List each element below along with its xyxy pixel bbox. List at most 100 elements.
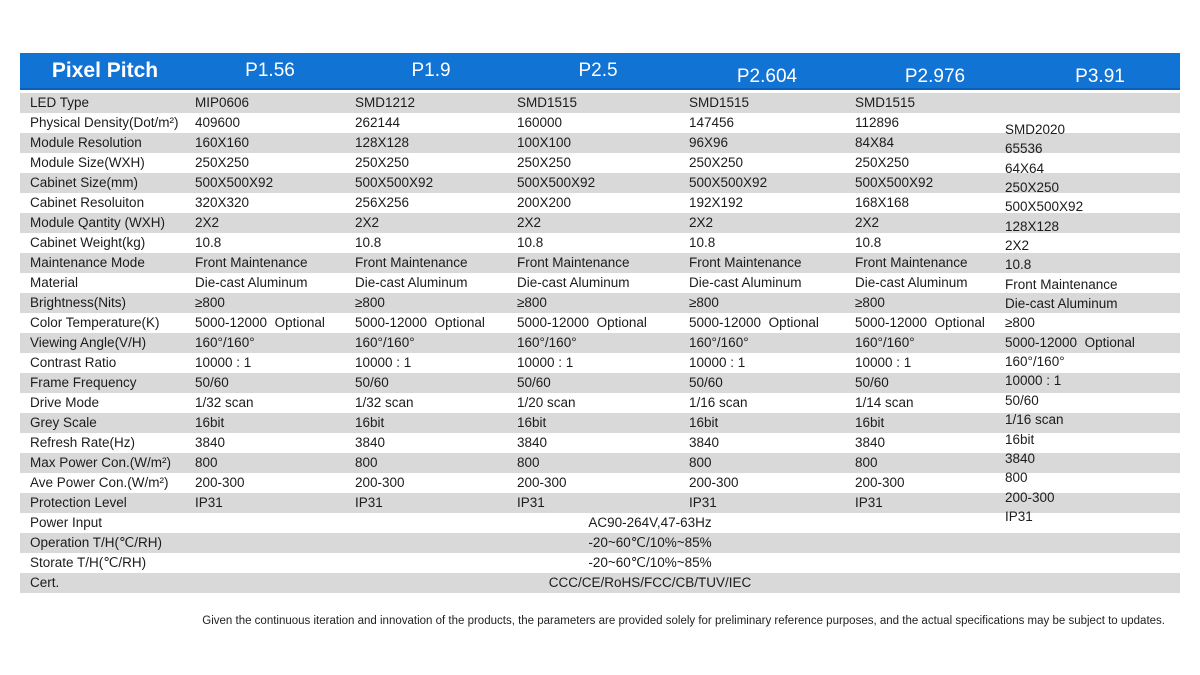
spec-cell: 16bit [355,415,385,430]
row-label: Viewing Angle(V/H) [30,335,147,350]
spec-cell: 10.8 [855,235,882,250]
spec-cell: 160000 [517,115,563,130]
row-label: Maintenance Mode [30,255,145,270]
spec-cell: ≥800 [355,295,385,310]
spec-cell: 800 [855,455,878,470]
merged-row: Cert. CCC/CE/RoHS/FCC/CB/TUV/IEC [20,573,1180,593]
spec-cell: 160°/160° [855,335,915,350]
spec-cell: 800 [517,455,540,470]
spec-cell: 147456 [689,115,735,130]
spec-cell: 3840 [855,435,886,450]
row-label: Frame Frequency [30,375,137,390]
spec-row: Color Temperature(K) 5000-12000 Optional 5… [20,313,1180,333]
column-header-p2-604: P2.604 [736,65,798,87]
row-label: Cabinet Resoluiton [30,195,145,210]
row-label: Refresh Rate(Hz) [30,435,136,450]
p391-merged-cell: SMD2020 65536 64X64 250X250 500X500X92 128X12… [1005,120,1177,526]
spec-cell: 250X250 [855,155,910,170]
spec-cell: 50/60 [195,375,229,390]
spec-cell: 200-300 [855,475,905,490]
spec-cell: 2X2 [195,215,220,230]
spec-cell: IP31 [355,495,383,510]
spec-cell: 2X2 [855,215,880,230]
spec-cell: 16bit [195,415,225,430]
spec-cell: 2X2 [355,215,380,230]
spec-cell: 10000 : 1 [689,355,746,370]
spec-cell: 10000 : 1 [855,355,912,370]
spec-cell: 112896 [855,115,900,130]
spec-cell: SMD1515 [689,95,750,110]
spec-cell: SMD1515 [855,95,916,110]
spec-table-body: LED Type MIP0606 SMD1212 SMD1515 SMD1515 SMD1… [20,93,1180,593]
spec-cell: 250X250 [355,155,410,170]
spec-cell: 168X168 [855,195,910,210]
spec-cell: 50/60 [355,375,389,390]
spec-cell: 1/14 scan [855,395,914,410]
spec-cell: SMD1515 [517,95,578,110]
p391-value: Front Maintenance [1005,276,1118,292]
p391-value: 200-300 [1005,489,1055,505]
spec-cell: Die-cast Aluminum [689,275,802,290]
p391-value: 2X2 [1005,238,1030,254]
spec-cell: ≥800 [855,295,885,310]
spec-cell: Die-cast Aluminum [355,275,468,290]
row-label: Material [30,275,79,290]
spec-cell: 16bit [517,415,547,430]
spec-cell: 500X500X92 [517,175,596,190]
spec-row: Maintenance Mode Front Maintenance Front M… [20,253,1180,273]
spec-row: Physical Density(Dot/m²) 409600 262144 1600… [20,113,1180,133]
spec-cell: Die-cast Aluminum [517,275,630,290]
p391-value: 160°/160° [1005,354,1065,370]
pixel-pitch-spec-table: Pixel Pitch P1.56 P1.9 P2.5 P2.604 P2.97… [20,53,1180,593]
spec-cell: 3840 [517,435,548,450]
spec-cell: 16bit [855,415,885,430]
spec-cell: ≥800 [517,295,547,310]
spec-row: Cabinet Resoluiton 320X320 256X256 200X200 1… [20,193,1180,213]
column-header-p3-91: P3.91 [1075,65,1125,87]
spec-row: Drive Mode 1/32 scan 1/32 scan 1/20 scan 1/1… [20,393,1180,413]
spec-cell: 160°/160° [195,335,255,350]
spec-cell: 5000-12000 Optional [517,315,647,330]
spec-cell: 200-300 [689,475,739,490]
spec-cell: 192X192 [689,195,744,210]
spec-row: Module Size(WXH) 250X250 250X250 250X250 250… [20,153,1180,173]
p391-value: ≥800 [1005,315,1035,331]
row-label: Brightness(Nits) [30,295,127,310]
header-title: Pixel Pitch [51,58,159,82]
spec-cell: Front Maintenance [355,255,468,270]
p391-value: 500X500X92 [1005,199,1084,215]
column-header-p2-976: P2.976 [904,65,966,87]
merged-value: -20~60℃/10%~85% [588,555,712,570]
row-label: Cabinet Weight(kg) [30,235,146,250]
spec-row: Viewing Angle(V/H) 160°/160° 160°/160° 160°… [20,333,1180,353]
p391-value: IP31 [1005,508,1033,524]
spec-cell: ≥800 [689,295,719,310]
spec-cell: 16bit [689,415,719,430]
spec-cell: 409600 [195,115,241,130]
spec-cell: 800 [195,455,218,470]
spec-cell: 500X500X92 [855,175,934,190]
row-label: Physical Density(Dot/m²) [30,115,179,130]
disclaimer-note: Given the continuous iteration and innov… [202,615,1165,627]
spec-cell-merged-area [1020,93,1180,113]
row-label: Module Qantity (WXH) [30,215,166,230]
spec-cell: 1/20 scan [517,395,576,410]
merged-row: Storate T/H(℃/RH) -20~60℃/10%~85% [20,553,1180,573]
spec-cell: 96X96 [689,135,729,150]
spec-cell: 200-300 [355,475,405,490]
spec-row: Grey Scale 16bit 16bit 16bit 16bit 16bit [20,413,1180,433]
merged-row: Power Input AC90-264V,47-63Hz [20,513,1180,533]
spec-cell: 50/60 [689,375,723,390]
spec-cell: 5000-12000 Optional [689,315,819,330]
spec-row: Module Resolution 160X160 128X128 100X100 96… [20,133,1180,153]
column-header-p1-56: P1.56 [245,59,295,81]
spec-cell: 10000 : 1 [517,355,574,370]
spec-row: Frame Frequency 50/60 50/60 50/60 50/60 50/60 [20,373,1180,393]
spec-cell: IP31 [689,495,717,510]
spec-cell: Front Maintenance [517,255,630,270]
row-label: Protection Level [30,495,127,510]
merged-value: CCC/CE/RoHS/FCC/CB/TUV/IEC [548,575,752,590]
p391-value: 128X128 [1005,218,1060,234]
spec-cell: IP31 [855,495,883,510]
spec-row: Cabinet Size(mm) 500X500X92 500X500X92 500X… [20,173,1180,193]
